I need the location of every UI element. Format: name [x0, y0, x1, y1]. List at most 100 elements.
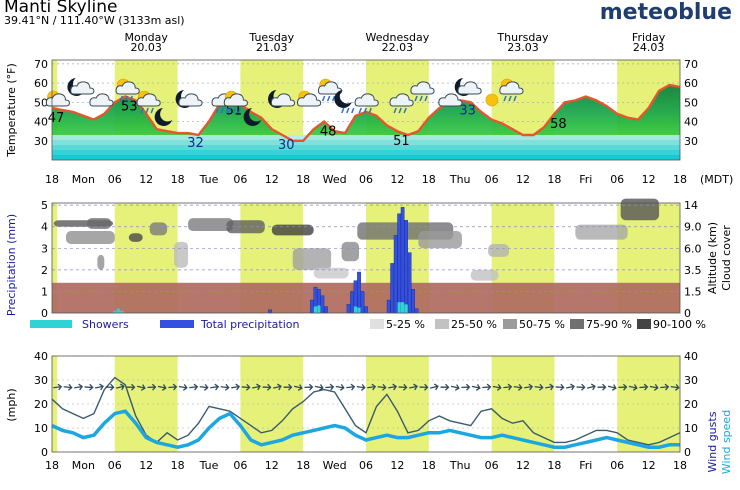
temp-x-tick: 06 [610, 173, 624, 186]
arrow-shape [660, 383, 670, 391]
precip-y-tick-left: 1 [41, 285, 48, 298]
wind-x-tick: 06 [108, 459, 122, 472]
arrow-shape [545, 383, 555, 391]
temp-y-tick-right: 50 [684, 96, 698, 109]
precipitation-axis-title: Precipitation (mm) [5, 214, 18, 316]
temp-x-tick: Tue [199, 173, 219, 186]
wind-y-tick-left: 30 [34, 374, 48, 387]
wind-direction-arrow [429, 383, 439, 391]
brand-logo[interactable]: meteoblue [599, 0, 732, 25]
legend-label-showers: Showers [82, 318, 129, 331]
daylight-band [52, 356, 58, 452]
arrow-shape [168, 383, 178, 391]
wind-direction-arrow [545, 383, 555, 391]
sun-cloud-rain-icon [115, 78, 140, 102]
arrow-shape [304, 383, 314, 391]
arrow-shape [126, 383, 136, 391]
sun-icon [485, 93, 499, 107]
arrow-shape [293, 384, 303, 391]
wind-x-tick: 18 [673, 459, 687, 472]
moon-cloud-icon [268, 90, 296, 108]
cloud-rain-icon [410, 81, 435, 102]
day-name-label: Wednesday [366, 31, 430, 44]
rain-drop [124, 95, 128, 102]
arrow-shape [440, 383, 450, 391]
cloud-shape [115, 81, 140, 95]
wind-y-tick-left: 40 [34, 350, 48, 363]
moon-cloud-icon [175, 90, 203, 108]
precip-y-tick-left: 4 [41, 221, 48, 234]
altitude-y-tick-right: 14 [684, 199, 698, 212]
legend-label-cloud: 25-50 % [451, 318, 497, 331]
cloud-cover-area [620, 198, 660, 221]
temp-x-tick: 18 [547, 173, 561, 186]
total-precip-bar [390, 263, 395, 314]
wind-direction-arrow [168, 383, 178, 391]
arrow-shape [189, 383, 199, 391]
precip-y-tick-left: 0 [41, 307, 48, 320]
temp-x-tick: 06 [108, 173, 122, 186]
cloud-cover-area [341, 241, 360, 262]
temp-freezing-band-overlay [52, 155, 680, 160]
legend-swatch-total [160, 320, 194, 328]
arrow-shape [670, 383, 680, 391]
rain-drop [150, 107, 154, 114]
day-date-label: 20.03 [130, 41, 162, 54]
temperature-value-label: 33 [459, 103, 476, 118]
arrow-shape [398, 383, 408, 391]
cloud-shape [354, 93, 379, 107]
cloud-cover-area [271, 224, 314, 236]
wind-x-tick: 12 [139, 459, 153, 472]
wind-x-tick: 18 [296, 459, 310, 472]
total-precip-bar [268, 309, 272, 314]
legend-label-cloud: 5-25 % [386, 318, 425, 331]
showers-bar [357, 307, 361, 313]
altitude-y-tick-right: 1.5 [684, 285, 702, 298]
arrow-shape [388, 383, 398, 391]
wind-direction-arrow [618, 383, 628, 391]
temperature-value-label: 53 [121, 100, 138, 115]
rain-drop [414, 95, 418, 102]
cloud-shape [89, 93, 114, 107]
panel-frame [51, 355, 681, 453]
temperature-value-label: 48 [320, 125, 337, 140]
wind-y-tick-right: 0 [684, 446, 691, 459]
wind-x-tick: 06 [610, 459, 624, 472]
temp-y-tick-right: 30 [684, 135, 698, 148]
wind-direction-arrow [262, 383, 272, 391]
cloud-cover-area [575, 224, 628, 240]
moon-shape [243, 108, 262, 126]
legend-swatch-cloud [370, 319, 384, 329]
temp-y-tick-left: 30 [34, 135, 48, 148]
rain-drop [215, 107, 219, 114]
temp-x-tick: 18 [45, 173, 59, 186]
showers-bar [353, 306, 358, 313]
total-precip-bar [360, 291, 365, 314]
cloud-shape [270, 93, 296, 107]
wind-direction-arrow [136, 384, 146, 391]
temp-y-tick-right: 70 [684, 58, 698, 71]
moon-shape [154, 108, 173, 126]
total-precip-bar [320, 295, 325, 314]
legend-label-cloud: 50-75 % [519, 318, 565, 331]
wind-direction-arrow [84, 383, 94, 391]
rain-drop [368, 107, 372, 114]
wind-y-tick-left: 10 [34, 422, 48, 435]
rain-drop [403, 107, 407, 114]
cloud-shape [389, 93, 414, 107]
temp-freezing-band-overlay [52, 135, 680, 140]
wind-x-tick: 12 [390, 459, 404, 472]
cloud-shape [410, 81, 435, 95]
arrow-shape [639, 383, 649, 391]
arrow-shape [597, 383, 607, 391]
temperature-value-label: 32 [187, 136, 204, 151]
cloud-cover-area [313, 267, 349, 279]
temp-x-tick: 12 [642, 173, 656, 186]
wind-direction-arrow [597, 383, 607, 391]
total-precip-bar [346, 304, 351, 314]
rain-drop [351, 107, 355, 114]
wind-y-tick-right: 30 [684, 374, 698, 387]
wind-direction-arrow [524, 383, 534, 391]
temperature-line [51, 83, 681, 142]
wind-x-tick: Wed [323, 459, 347, 472]
